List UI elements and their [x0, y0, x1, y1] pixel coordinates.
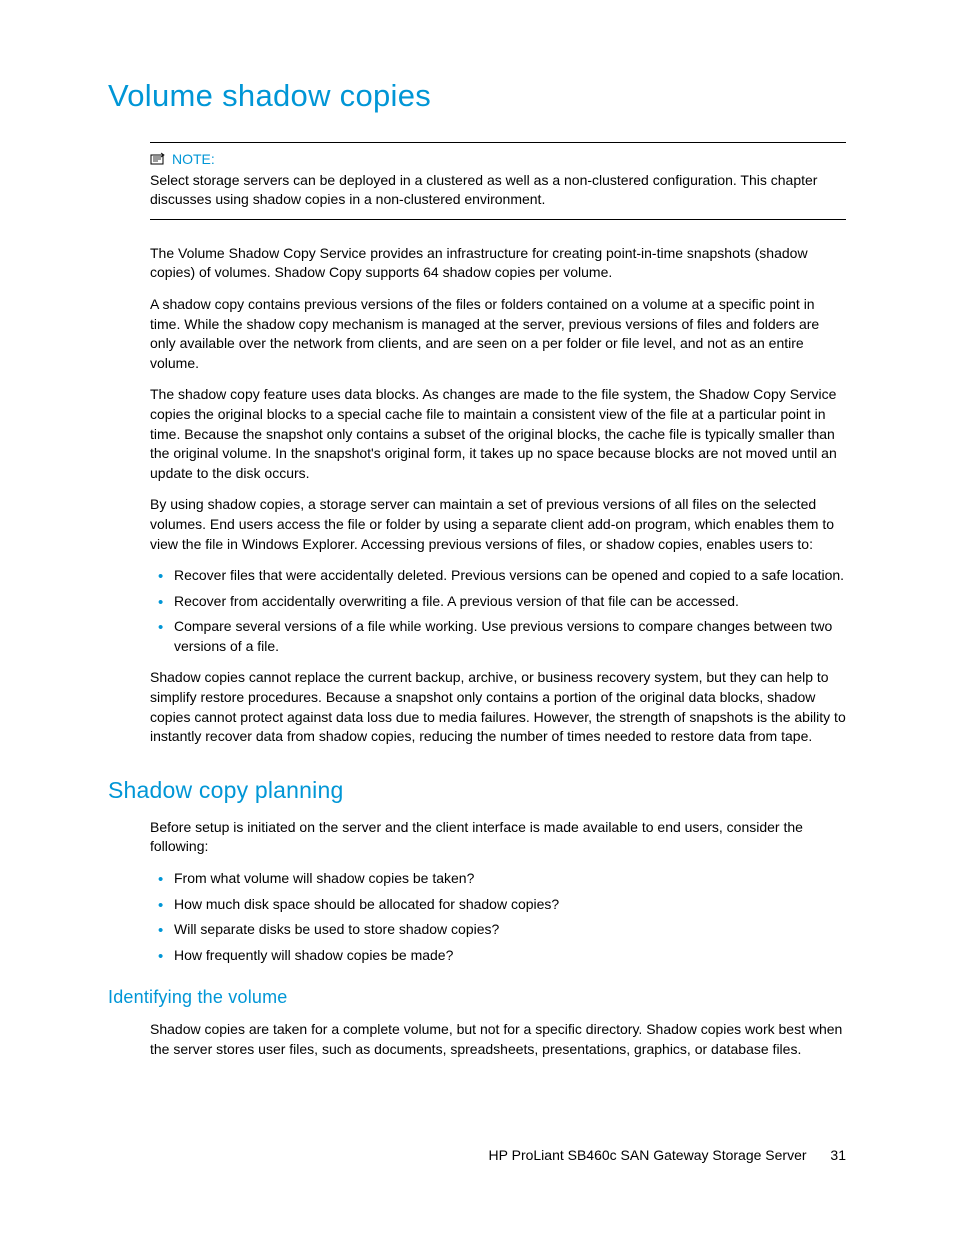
list-item: How frequently will shadow copies be mad… [150, 946, 846, 966]
after-bullets-paragraph: Shadow copies cannot replace the current… [150, 668, 846, 746]
intro-paragraph-1: The Volume Shadow Copy Service provides … [150, 244, 846, 283]
list-item: Will separate disks be used to store sha… [150, 920, 846, 940]
note-text: Select storage servers can be deployed i… [150, 171, 846, 209]
list-item: How much disk space should be allocated … [150, 895, 846, 915]
intro-paragraph-3: The shadow copy feature uses data blocks… [150, 385, 846, 483]
list-item: Recover files that were accidentally del… [150, 566, 846, 586]
list-item: Compare several versions of a file while… [150, 617, 846, 656]
intro-bullets: Recover files that were accidentally del… [150, 566, 846, 656]
subsection-heading-identifying: Identifying the volume [108, 987, 846, 1008]
page-footer: HP ProLiant SB460c SAN Gateway Storage S… [489, 1147, 846, 1163]
planning-paragraph: Before setup is initiated on the server … [150, 818, 846, 857]
list-item: Recover from accidentally overwriting a … [150, 592, 846, 612]
identifying-paragraph: Shadow copies are taken for a complete v… [150, 1020, 846, 1059]
intro-paragraph-4: By using shadow copies, a storage server… [150, 495, 846, 554]
note-label: NOTE: [172, 151, 215, 167]
footer-title: HP ProLiant SB460c SAN Gateway Storage S… [489, 1147, 807, 1163]
intro-paragraph-2: A shadow copy contains previous versions… [150, 295, 846, 373]
page-title: Volume shadow copies [108, 78, 846, 114]
planning-bullets: From what volume will shadow copies be t… [150, 869, 846, 965]
note-icon [150, 152, 166, 166]
note-box: NOTE: Select storage servers can be depl… [150, 142, 846, 220]
section-heading-planning: Shadow copy planning [108, 777, 846, 804]
list-item: From what volume will shadow copies be t… [150, 869, 846, 889]
footer-page-number: 31 [830, 1147, 846, 1163]
